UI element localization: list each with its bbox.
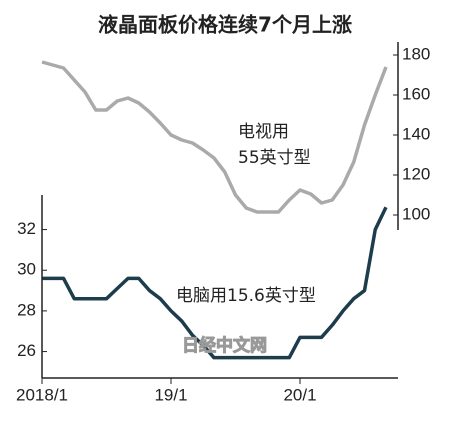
series-line bbox=[42, 206, 388, 360]
chart-title: 液晶面板价格连续7个月上涨 bbox=[98, 13, 352, 37]
y-tick-label: 26 bbox=[17, 341, 36, 360]
y2-tick-label: 120 bbox=[402, 164, 430, 183]
annotation: 电脑用15.6英寸型 bbox=[176, 286, 316, 306]
annotation: 电视用 bbox=[238, 122, 289, 142]
series-line bbox=[41, 60, 388, 214]
y2-tick-label: 160 bbox=[402, 84, 430, 103]
y2-tick-label: 180 bbox=[402, 44, 430, 63]
x-tick-label: 20/1 bbox=[283, 385, 316, 404]
y2-tick-label: 100 bbox=[402, 204, 430, 223]
x-tick-label: 2018/1 bbox=[16, 385, 68, 404]
y-tick-label: 30 bbox=[17, 260, 36, 279]
y-tick-label: 28 bbox=[17, 300, 36, 319]
x-tick-label: 19/1 bbox=[154, 385, 187, 404]
y-tick-label: 32 bbox=[17, 219, 36, 238]
watermark: 日经中文网 bbox=[182, 335, 267, 356]
annotation: 55英寸型 bbox=[238, 148, 311, 168]
y2-tick-label: 140 bbox=[402, 124, 430, 143]
